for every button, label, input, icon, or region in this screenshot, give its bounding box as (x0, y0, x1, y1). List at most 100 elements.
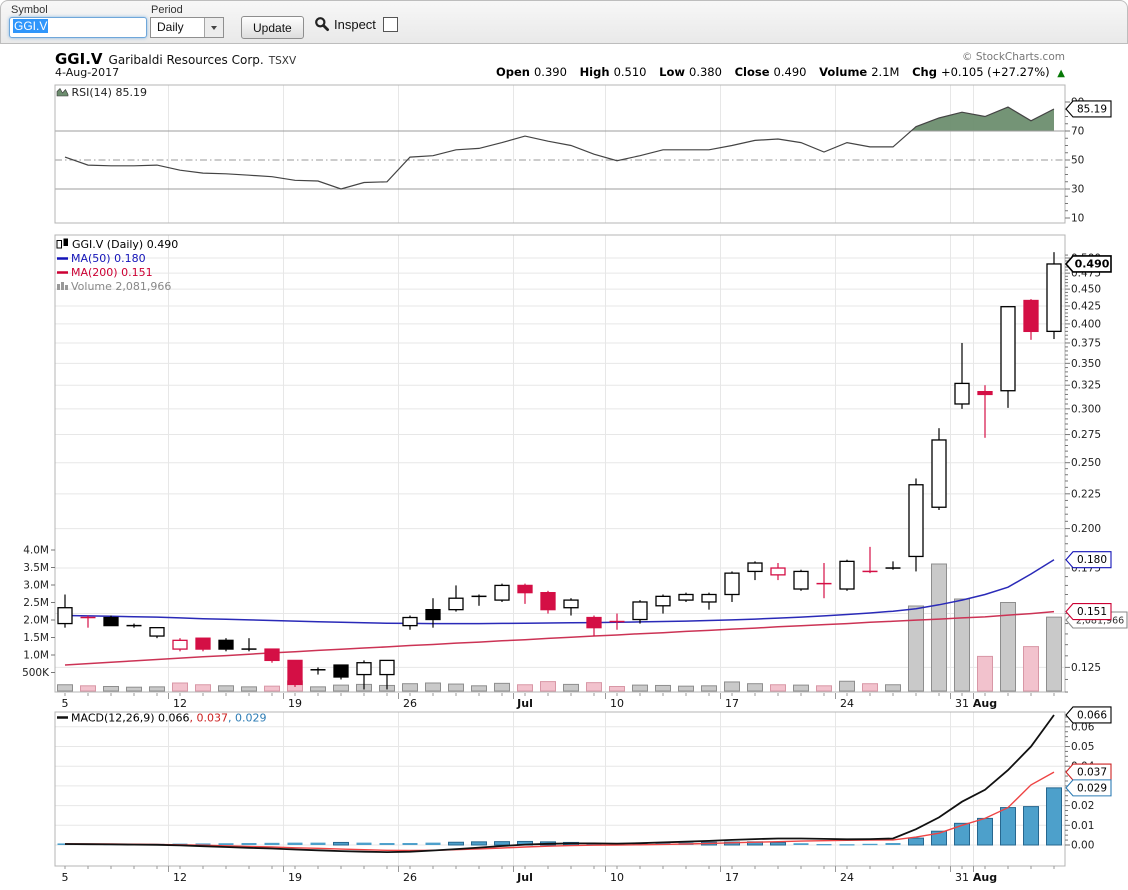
svg-text:17: 17 (725, 697, 739, 710)
macd-bar (793, 843, 809, 845)
rsi-indicator-icon (56, 88, 69, 97)
candle (103, 616, 119, 627)
macd-bar (241, 843, 257, 845)
date-axis-main: 5 12 19 26 Jul 10 17 24 31 Aug (62, 693, 1055, 710)
macd-signal-line (64, 771, 1055, 852)
rsi-panel-border (54, 84, 1066, 224)
volume-bar (540, 681, 556, 692)
chg-label: Chg (912, 65, 937, 79)
volume-bar (310, 686, 326, 692)
volume-bar (57, 684, 73, 692)
volume-bars-icon (57, 284, 60, 290)
volume-bar (471, 685, 487, 692)
volume-label: Volume (819, 65, 868, 79)
ma200-line (64, 610, 1055, 666)
last-price-tag (1064, 255, 1112, 273)
svg-text:0.037: 0.037 (1077, 767, 1107, 779)
svg-text:Aug: Aug (973, 697, 997, 710)
svg-text:1.0M: 1.0M (23, 650, 49, 662)
macd-histogram (57, 787, 1062, 846)
macd-bar (954, 822, 970, 846)
ma200-value-tag (1065, 603, 1112, 621)
svg-text:0.200: 0.200 (1071, 523, 1101, 535)
candle (1023, 299, 1039, 333)
ma50-value-tag (1065, 551, 1112, 569)
svg-text:0.400: 0.400 (1071, 318, 1101, 330)
svg-text:Jul: Jul (516, 697, 533, 710)
candle (954, 382, 970, 405)
toolbar: Symbol GGI.V Period Daily Update Inspect (0, 0, 1128, 44)
candle (264, 648, 280, 662)
inspect-checkbox[interactable] (382, 16, 398, 32)
svg-text:5: 5 (62, 697, 69, 710)
chg-value: +0.105 (+27.27%) (940, 65, 1050, 79)
volume-bar (195, 684, 211, 692)
macd-bar (931, 830, 947, 846)
period-value: Daily (157, 20, 184, 34)
svg-text:2,081,966: 2,081,966 (1076, 616, 1124, 627)
symbol-input[interactable]: GGI.V (9, 17, 147, 38)
macd-bar (1000, 807, 1016, 846)
ma50-legend: MA(50) 0.180 (71, 252, 146, 265)
volume-bar (402, 683, 418, 692)
volume-bar (172, 682, 188, 692)
svg-text:3.5M: 3.5M (23, 562, 49, 574)
ma50-line (64, 559, 1055, 625)
symbol-label: Symbol (11, 4, 48, 16)
candle (494, 584, 510, 601)
up-triangle-icon: ▲ (1057, 68, 1065, 79)
svg-text:26: 26 (403, 697, 417, 710)
svg-text:19: 19 (288, 697, 302, 710)
chevron-down-icon (211, 25, 217, 30)
svg-text:0.125: 0.125 (1071, 662, 1101, 674)
volume-bar (126, 686, 142, 692)
update-button[interactable]: Update (241, 16, 304, 39)
candles (57, 252, 1062, 690)
candle (218, 639, 234, 650)
svg-text:24: 24 (840, 871, 854, 884)
candle (563, 599, 579, 609)
macd-bar (839, 844, 855, 846)
volume-bar (563, 683, 579, 692)
magnifier-icon (315, 17, 330, 32)
volume-bar (264, 685, 280, 692)
candlestick-icon (63, 238, 68, 246)
ma200-legend: MA(200) 0.151 (71, 266, 153, 279)
close-value: 0.490 (773, 65, 807, 79)
candle (402, 616, 418, 627)
period-dropdown-button[interactable] (204, 18, 223, 37)
svg-text:Aug: Aug (973, 871, 997, 884)
volume-bar (80, 685, 96, 692)
macd-bar (494, 841, 510, 846)
macd-bar (402, 843, 418, 845)
volume-bar (425, 682, 441, 692)
inspect-group: Inspect (314, 16, 398, 32)
macd-bar (448, 841, 464, 846)
volume-bar (678, 685, 694, 692)
candle (1000, 306, 1016, 392)
high-label: High (579, 65, 610, 79)
symbol-value: GGI.V (13, 19, 49, 33)
candle (149, 627, 165, 637)
rsi-overbought-fill (911, 107, 1054, 131)
volume-bar (816, 685, 832, 692)
volume-bar (609, 686, 625, 692)
macd-panel-border (54, 711, 1066, 867)
svg-text:0.250: 0.250 (1071, 457, 1101, 469)
svg-text:17: 17 (725, 871, 739, 884)
volume-bars (57, 563, 1062, 692)
svg-text:10: 10 (610, 697, 624, 710)
macd-bar (425, 842, 441, 845)
svg-text:0.05: 0.05 (1071, 741, 1094, 753)
volume-bar (241, 686, 257, 692)
candle (655, 595, 671, 607)
candlestick-icon (56, 240, 62, 249)
title-symbol: GGI.V (55, 50, 103, 68)
volume-bars-icon (61, 282, 64, 290)
low-value: 0.380 (689, 65, 722, 79)
candle (448, 597, 464, 611)
period-select[interactable]: Daily (150, 17, 224, 38)
candle (172, 639, 188, 650)
candle (517, 584, 533, 594)
